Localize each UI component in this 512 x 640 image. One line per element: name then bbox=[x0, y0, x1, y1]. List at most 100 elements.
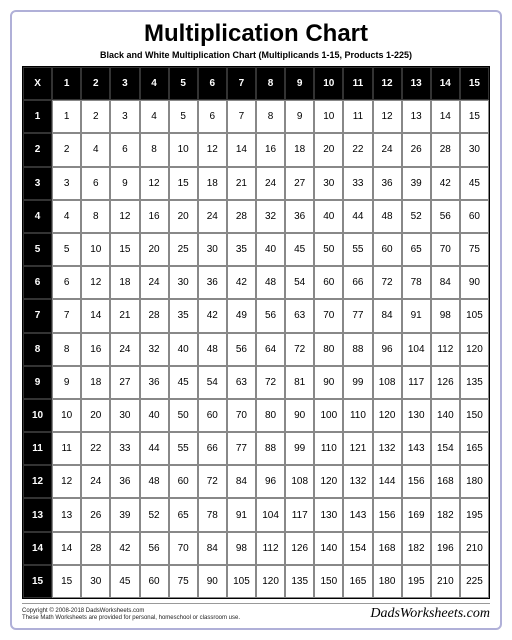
table-cell: 75 bbox=[169, 565, 198, 598]
table-cell: 165 bbox=[460, 432, 489, 465]
table-cell: 35 bbox=[227, 233, 256, 266]
table-cell: 75 bbox=[460, 233, 489, 266]
table-cell: 15 bbox=[110, 233, 139, 266]
table-cell: 140 bbox=[314, 532, 343, 565]
table-cell: 10 bbox=[169, 133, 198, 166]
table-cell: 80 bbox=[314, 333, 343, 366]
table-cell: 108 bbox=[285, 465, 314, 498]
table-cell: 150 bbox=[460, 399, 489, 432]
table-cell: 90 bbox=[314, 366, 343, 399]
table-cell: 130 bbox=[314, 498, 343, 531]
table-cell: 14 bbox=[52, 532, 81, 565]
table-cell: 70 bbox=[431, 233, 460, 266]
table-cell: 135 bbox=[460, 366, 489, 399]
col-header: 6 bbox=[198, 67, 227, 100]
table-cell: 16 bbox=[140, 200, 169, 233]
table-cell: 104 bbox=[402, 333, 431, 366]
table-cell: 60 bbox=[198, 399, 227, 432]
table-cell: 24 bbox=[140, 266, 169, 299]
table-cell: 18 bbox=[81, 366, 110, 399]
table-cell: 12 bbox=[81, 266, 110, 299]
table-cell: 22 bbox=[81, 432, 110, 465]
table-cell: 18 bbox=[198, 167, 227, 200]
table-cell: 117 bbox=[285, 498, 314, 531]
tagline-text: These Math Worksheets are provided for p… bbox=[22, 615, 240, 622]
table-cell: 143 bbox=[343, 498, 372, 531]
row-header: 14 bbox=[23, 532, 52, 565]
table-cell: 22 bbox=[343, 133, 372, 166]
table-cell: 100 bbox=[314, 399, 343, 432]
table-cell: 66 bbox=[198, 432, 227, 465]
table-row: 44812162024283236404448525660 bbox=[23, 200, 489, 233]
table-cell: 72 bbox=[198, 465, 227, 498]
table-cell: 30 bbox=[169, 266, 198, 299]
table-cell: 12 bbox=[198, 133, 227, 166]
table-cell: 225 bbox=[460, 565, 489, 598]
table-cell: 182 bbox=[402, 532, 431, 565]
table-cell: 26 bbox=[402, 133, 431, 166]
table-cell: 8 bbox=[81, 200, 110, 233]
table-cell: 40 bbox=[314, 200, 343, 233]
table-cell: 60 bbox=[169, 465, 198, 498]
table-cell: 36 bbox=[285, 200, 314, 233]
table-cell: 21 bbox=[110, 299, 139, 332]
table-cell: 121 bbox=[343, 432, 372, 465]
table-cell: 15 bbox=[460, 100, 489, 133]
table-cell: 182 bbox=[431, 498, 460, 531]
table-cell: 12 bbox=[140, 167, 169, 200]
col-header: 3 bbox=[110, 67, 139, 100]
table-cell: 27 bbox=[110, 366, 139, 399]
table-cell: 5 bbox=[52, 233, 81, 266]
col-header: 15 bbox=[460, 67, 489, 100]
table-cell: 195 bbox=[460, 498, 489, 531]
table-cell: 135 bbox=[285, 565, 314, 598]
table-cell: 14 bbox=[431, 100, 460, 133]
table-cell: 9 bbox=[285, 100, 314, 133]
table-cell: 90 bbox=[285, 399, 314, 432]
table-row: 224681012141618202224262830 bbox=[23, 133, 489, 166]
table-cell: 20 bbox=[314, 133, 343, 166]
table-cell: 4 bbox=[81, 133, 110, 166]
table-cell: 16 bbox=[81, 333, 110, 366]
table-cell: 108 bbox=[373, 366, 402, 399]
table-cell: 24 bbox=[198, 200, 227, 233]
table-cell: 117 bbox=[402, 366, 431, 399]
table-cell: 11 bbox=[343, 100, 372, 133]
table-cell: 13 bbox=[52, 498, 81, 531]
table-row: 9918273645546372819099108117126135 bbox=[23, 366, 489, 399]
row-header: 4 bbox=[23, 200, 52, 233]
table-cell: 33 bbox=[110, 432, 139, 465]
table-cell: 44 bbox=[343, 200, 372, 233]
table-cell: 18 bbox=[110, 266, 139, 299]
table-cell: 52 bbox=[140, 498, 169, 531]
row-header: 10 bbox=[23, 399, 52, 432]
table-cell: 110 bbox=[314, 432, 343, 465]
table-cell: 56 bbox=[431, 200, 460, 233]
table-cell: 45 bbox=[460, 167, 489, 200]
table-cell: 98 bbox=[431, 299, 460, 332]
table-cell: 7 bbox=[52, 299, 81, 332]
table-cell: 132 bbox=[343, 465, 372, 498]
table-cell: 21 bbox=[227, 167, 256, 200]
table-row: 121224364860728496108120132144156168180 bbox=[23, 465, 489, 498]
table-cell: 96 bbox=[373, 333, 402, 366]
table-cell: 28 bbox=[227, 200, 256, 233]
table-cell: 24 bbox=[373, 133, 402, 166]
table-cell: 180 bbox=[373, 565, 402, 598]
table-cell: 154 bbox=[343, 532, 372, 565]
table-row: 11112233445566778899110121132143154165 bbox=[23, 432, 489, 465]
multiplication-table: X123456789101112131415112345678910111213… bbox=[22, 66, 490, 599]
copyright-text: Copyright © 2008-2018 DadsWorksheets.com bbox=[22, 608, 240, 615]
table-row: 1414284256708498112126140154168182196210 bbox=[23, 532, 489, 565]
table-cell: 84 bbox=[373, 299, 402, 332]
table-cell: 6 bbox=[81, 167, 110, 200]
table-cell: 126 bbox=[431, 366, 460, 399]
table-cell: 104 bbox=[256, 498, 285, 531]
table-cell: 72 bbox=[285, 333, 314, 366]
row-header: 12 bbox=[23, 465, 52, 498]
table-row: 3369121518212427303336394245 bbox=[23, 167, 489, 200]
table-cell: 40 bbox=[256, 233, 285, 266]
table-cell: 2 bbox=[81, 100, 110, 133]
table-cell: 4 bbox=[140, 100, 169, 133]
table-cell: 24 bbox=[256, 167, 285, 200]
